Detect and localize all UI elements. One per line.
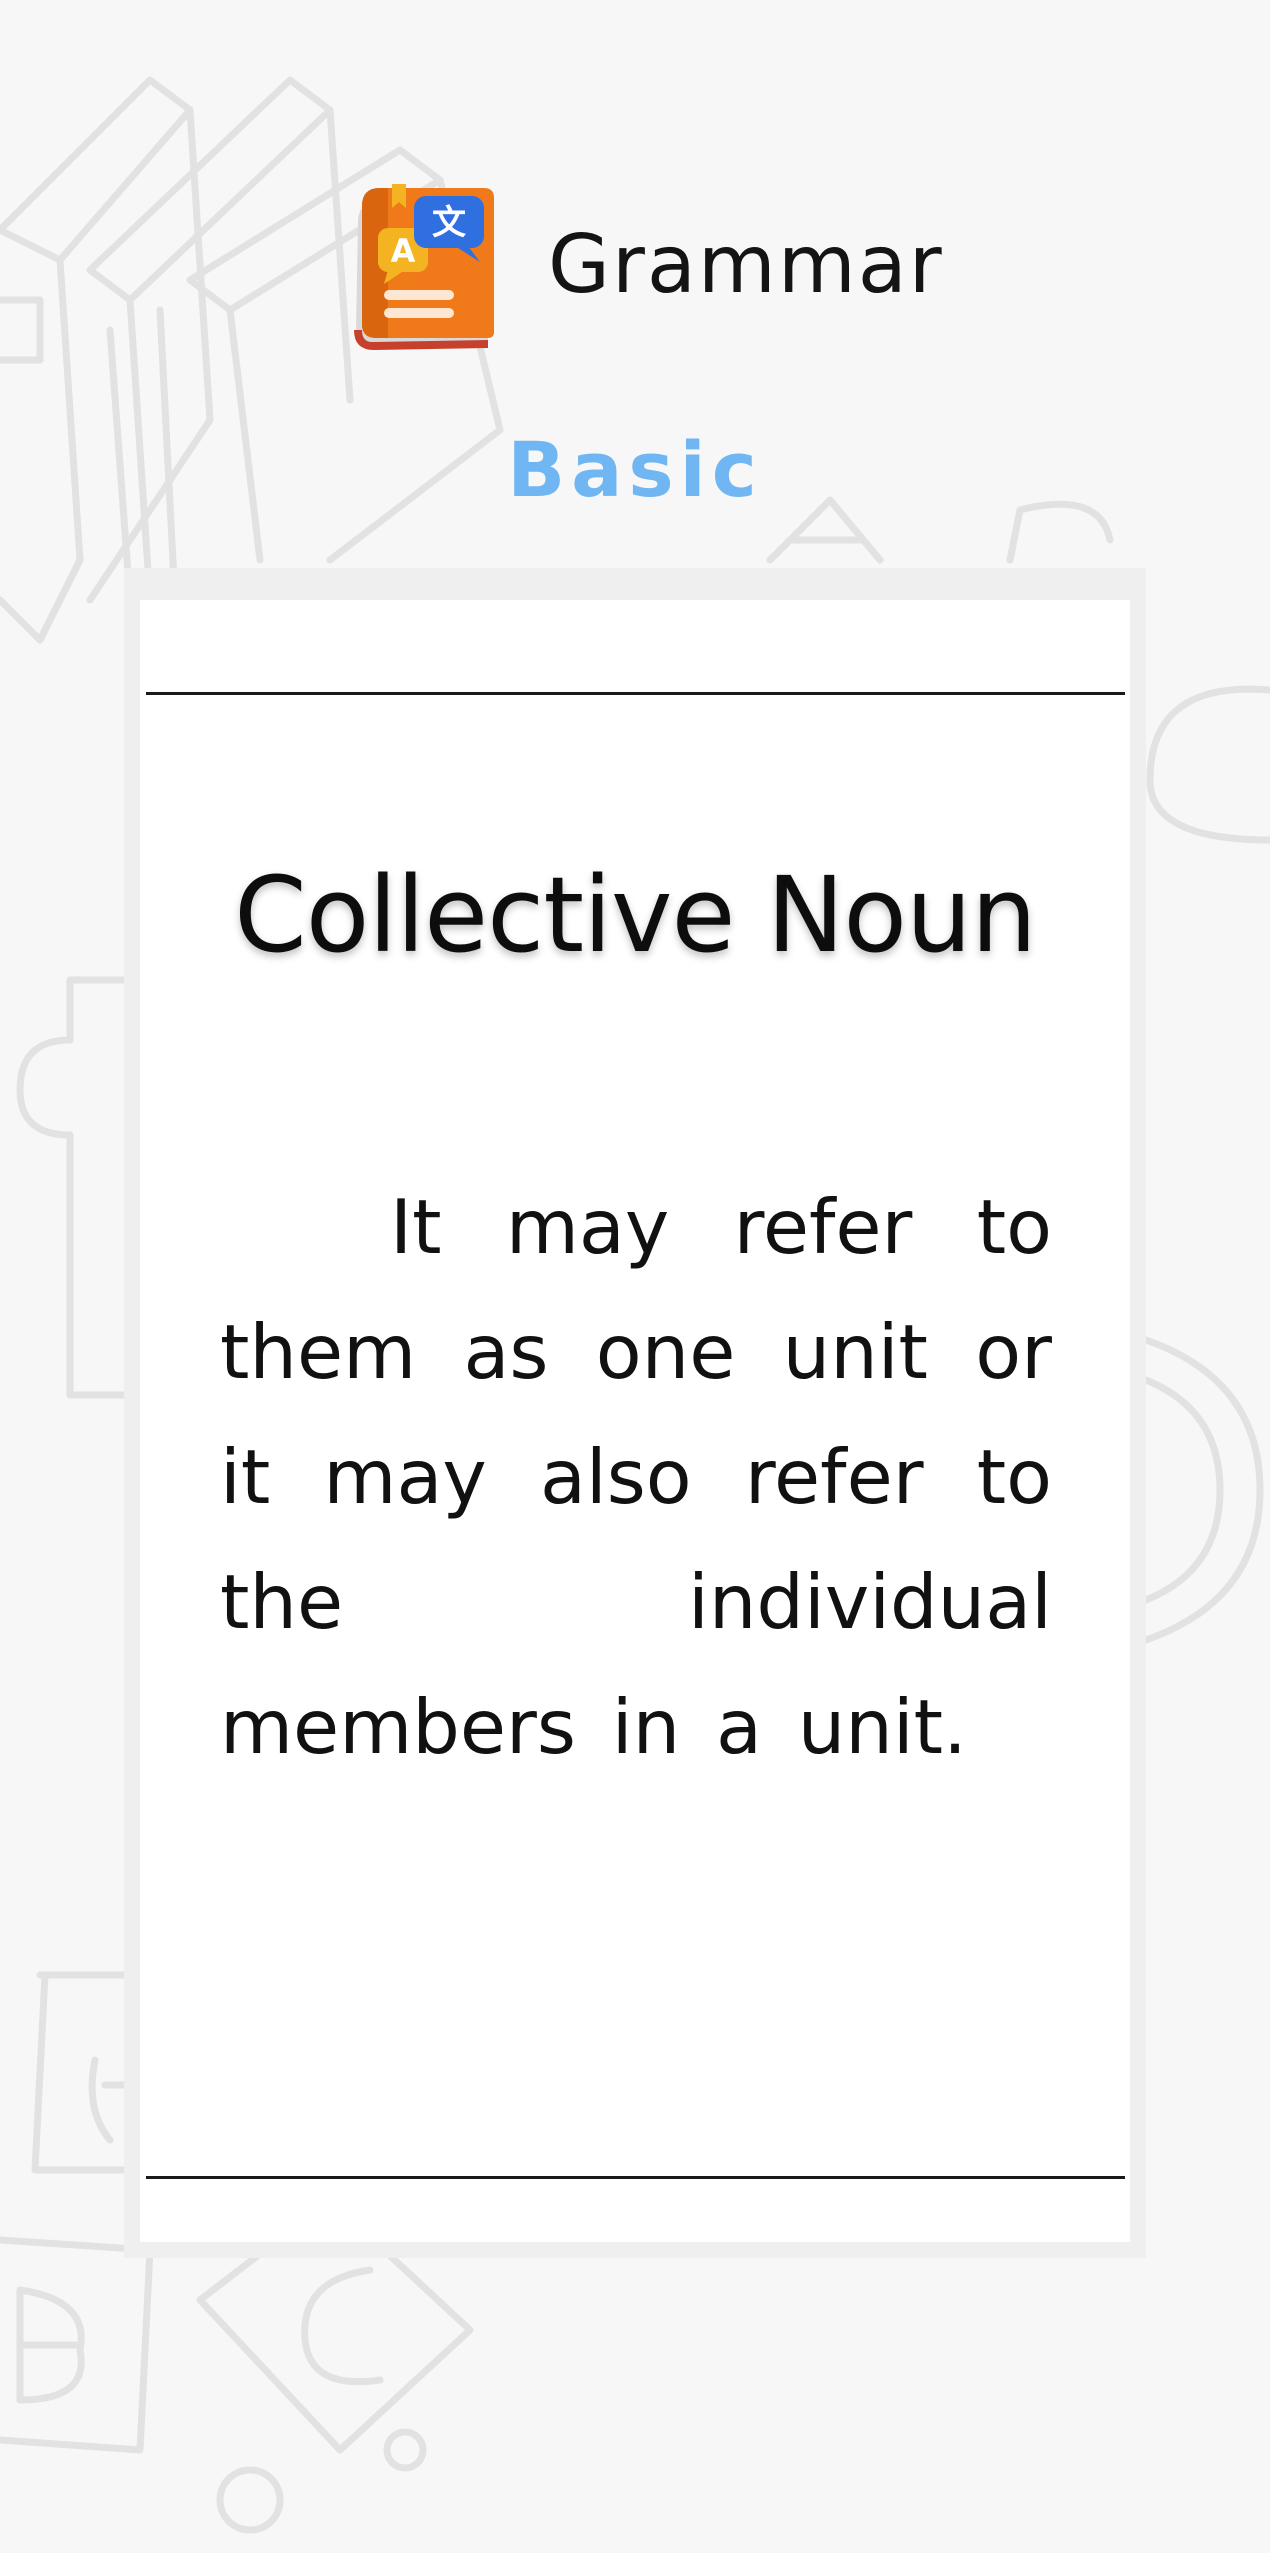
lesson-card: Collective Noun It may refer to them as … bbox=[140, 600, 1130, 2242]
app-title: Grammar bbox=[548, 218, 944, 311]
letter-blocks-doodle bbox=[31, 1971, 128, 2174]
ring-doodle bbox=[1146, 685, 1270, 844]
svg-text:文: 文 bbox=[432, 203, 466, 243]
grammar-book-translate-icon: A 文 bbox=[354, 184, 494, 350]
card-bottom-divider bbox=[146, 2176, 1125, 2179]
lesson-body: It may refer to them as one unit or it m… bbox=[220, 1183, 1052, 1771]
lesson-title: Collective Noun bbox=[234, 854, 1037, 976]
letter-a-doodle bbox=[766, 496, 884, 564]
card-top-divider bbox=[146, 692, 1125, 695]
plate-doodle bbox=[1142, 1336, 1264, 1644]
puzzle-doodle bbox=[16, 976, 128, 1399]
level-label: Basic bbox=[507, 425, 763, 514]
letter-d-doodle bbox=[1006, 500, 1114, 564]
header: A 文 Grammar Basic bbox=[0, 0, 1270, 540]
svg-text:A: A bbox=[391, 232, 416, 270]
